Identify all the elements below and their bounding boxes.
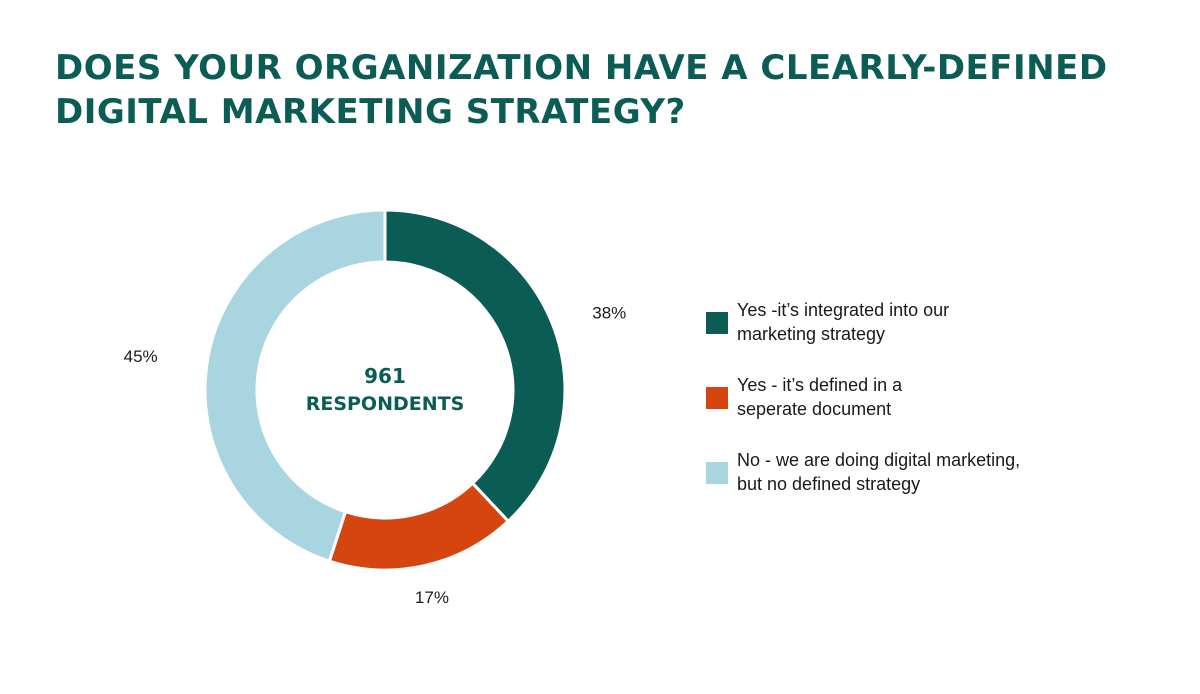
legend-item-integrated: Yes -it’s integrated into our marketing …	[706, 298, 1106, 348]
chart-legend: Yes -it’s integrated into our marketing …	[706, 298, 1106, 523]
legend-swatch-no-strategy	[706, 462, 728, 484]
chart-title: DOES YOUR ORGANIZATION HAVE A CLEARLY-DE…	[55, 46, 1155, 134]
legend-item-separate-document: Yes - it’s defined in a seperate documen…	[706, 373, 1106, 423]
donut-slice-label-2: 17%	[415, 588, 449, 607]
legend-label-separate-document: Yes - it’s defined in a seperate documen…	[737, 375, 903, 419]
center-respondent-label: RESPONDENTS	[306, 393, 465, 415]
chart-title-line-2: DIGITAL MARKETING STRATEGY?	[55, 92, 686, 132]
donut-slice-label-1: 38%	[592, 304, 626, 323]
chart-title-line-1: DOES YOUR ORGANIZATION HAVE A CLEARLY-DE…	[55, 48, 1108, 88]
legend-label-integrated: Yes -it’s integrated into our marketing …	[737, 300, 950, 344]
legend-item-no-strategy: No - we are doing digital marketing, but…	[706, 448, 1106, 498]
donut-slice-labels: 38% 17% 45%	[124, 304, 627, 607]
donut-slice-2	[327, 481, 511, 572]
donut-slice-label-3: 45%	[124, 347, 158, 366]
donut-slice-1	[383, 208, 567, 524]
legend-label-no-strategy: No - we are doing digital marketing, but…	[737, 450, 1021, 494]
donut-slice-3	[203, 208, 387, 564]
center-respondent-count: 961	[364, 364, 406, 388]
legend-swatch-integrated	[706, 312, 728, 334]
donut-slices	[203, 208, 567, 572]
legend-swatch-separate-document	[706, 387, 728, 409]
